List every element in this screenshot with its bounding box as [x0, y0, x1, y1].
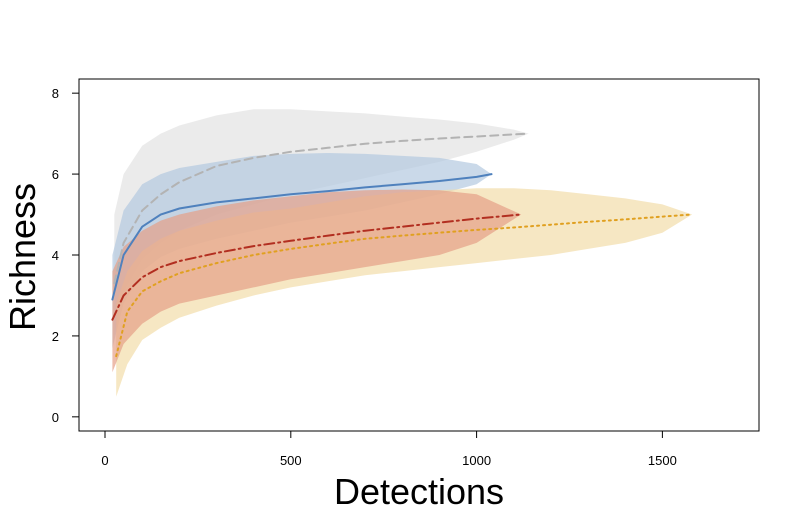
- x-tick-label: 500: [280, 453, 302, 468]
- y-tick-label: 2: [52, 329, 59, 344]
- confidence-bands: [112, 109, 693, 397]
- series-line-2: [111, 173, 493, 301]
- x-tick-label: 1500: [648, 453, 677, 468]
- x-tick-label: 1000: [462, 453, 491, 468]
- series-line-3: [115, 213, 694, 358]
- x-axis: 0 500 1000 1500: [101, 431, 677, 468]
- y-tick-label: 0: [52, 410, 59, 425]
- x-tick-label: 0: [101, 453, 108, 468]
- series-lines: [111, 132, 694, 358]
- y-tick-label: 6: [52, 167, 59, 182]
- x-axis-title: Detections: [334, 471, 504, 512]
- series-line-4: [111, 213, 523, 321]
- y-tick-label: 4: [52, 248, 59, 263]
- y-tick-label: 8: [52, 86, 59, 101]
- series-line-1: [113, 132, 530, 285]
- y-axis: 0 2 4 6 8: [52, 86, 79, 425]
- y-axis-title: Richness: [2, 183, 43, 331]
